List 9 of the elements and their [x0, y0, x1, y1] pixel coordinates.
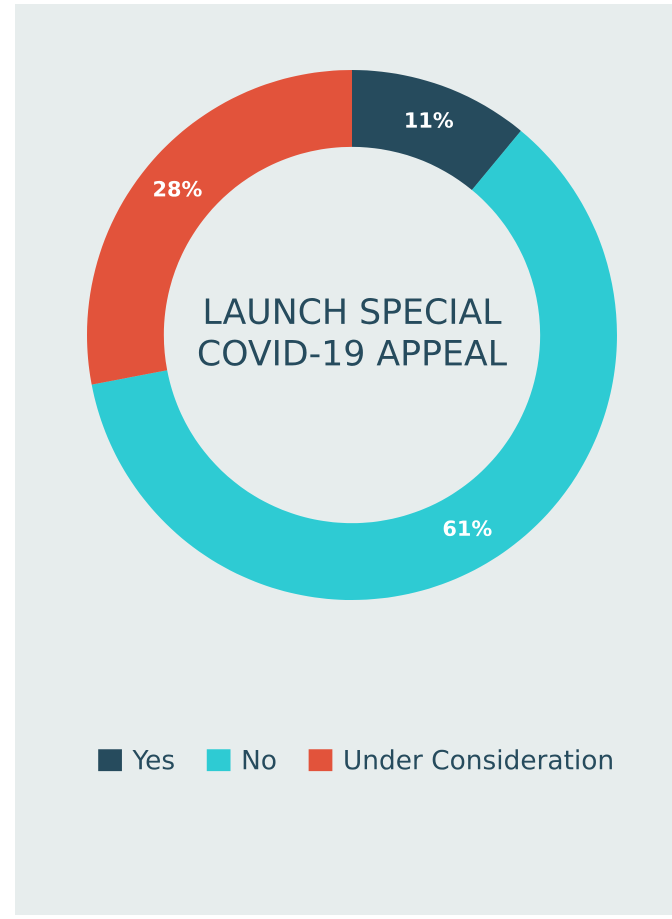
- legend-label: Yes: [132, 750, 174, 770]
- legend-label: Under Consideration: [345, 749, 612, 770]
- legend-label: No: [244, 750, 276, 770]
- donut-slice: [92, 130, 617, 600]
- data-label: 11%: [406, 112, 454, 128]
- data-label: 61%: [444, 520, 492, 536]
- data-label: 28%: [154, 180, 202, 197]
- text: LAUNCH SPECIAL COVID-19 APPEAL: [198, 298, 507, 366]
- donut-slice: [352, 70, 521, 190]
